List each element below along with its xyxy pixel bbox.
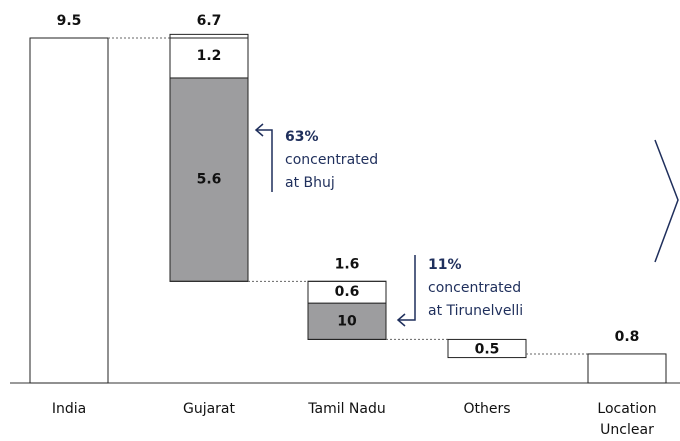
annotation-text: concentrated <box>428 280 521 296</box>
bar <box>307 280 387 340</box>
bar <box>29 37 109 384</box>
annotation-arrow <box>257 129 273 192</box>
x-tick-label: India <box>51 401 87 417</box>
annotation-percent: 11% <box>428 257 462 273</box>
arrow-head <box>254 123 264 137</box>
total-label: 0.5 <box>475 342 500 358</box>
segment-label: 10 <box>337 313 357 329</box>
annotation-text: at Bhuj <box>285 175 335 191</box>
x-tick-label: Location Unclear <box>597 401 657 438</box>
bar <box>587 353 667 384</box>
bar <box>169 37 249 282</box>
total-label: 6.7 <box>197 13 222 29</box>
annotation-text: concentrated <box>285 152 378 168</box>
segment-label: 5.6 <box>197 172 222 188</box>
x-tick-label: Others <box>463 401 511 417</box>
segment-label: 0.6 <box>335 284 360 300</box>
segment <box>307 302 387 340</box>
total-label: 1.6 <box>335 256 360 272</box>
annotation-percent: 63% <box>285 129 319 145</box>
bar <box>447 338 527 359</box>
total-label: 9.5 <box>57 13 82 29</box>
x-tick-label: Tamil Nadu <box>308 401 386 417</box>
segment <box>169 33 249 79</box>
chevron <box>654 139 679 263</box>
annotation-arrow <box>399 255 416 321</box>
arrow-head <box>396 313 406 327</box>
total-label: 0.8 <box>615 329 640 345</box>
segment-label: 1.2 <box>197 48 222 64</box>
annotation-text: at Tirunelvelli <box>428 303 523 319</box>
x-tick-label: Gujarat <box>182 401 235 417</box>
